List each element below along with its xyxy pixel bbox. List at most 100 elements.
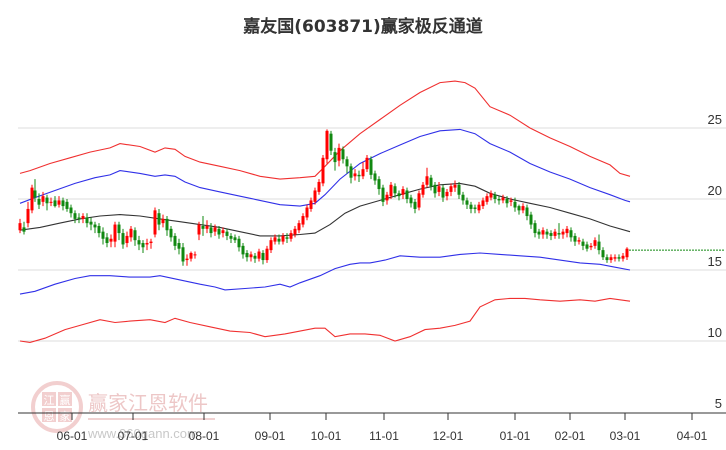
candle xyxy=(485,193,489,205)
candle xyxy=(57,196,61,208)
candle xyxy=(265,245,269,263)
candle xyxy=(145,238,149,251)
candle xyxy=(61,197,65,211)
x-tick-label: 03-01 xyxy=(610,429,641,443)
candle xyxy=(361,162,365,180)
band-upper_outer xyxy=(19,80,631,180)
candle xyxy=(469,201,473,214)
candle xyxy=(277,234,281,245)
candle xyxy=(617,254,621,262)
candle xyxy=(97,223,101,238)
candle xyxy=(445,189,449,201)
candle xyxy=(505,196,509,208)
candle xyxy=(41,191,45,207)
candle xyxy=(565,225,569,238)
watermark-logo-icon: 江 赢 恩 家 xyxy=(31,381,83,433)
candle xyxy=(185,254,189,266)
candle xyxy=(165,216,169,236)
candle xyxy=(393,183,397,198)
candle xyxy=(501,194,505,204)
svg-text:赢: 赢 xyxy=(60,393,71,407)
candle xyxy=(329,130,333,155)
x-tick-label: 02-01 xyxy=(555,429,586,443)
y-tick-label: 5 xyxy=(715,396,722,411)
candle xyxy=(537,228,541,239)
candle xyxy=(26,201,30,228)
candle xyxy=(401,186,405,199)
y-tick-label: 20 xyxy=(708,183,722,198)
candle xyxy=(437,181,441,197)
x-tick-label: 04-01 xyxy=(677,429,708,443)
candle xyxy=(201,216,205,236)
candle xyxy=(317,179,321,195)
candle xyxy=(117,221,121,241)
candle xyxy=(73,210,77,224)
candle xyxy=(269,237,273,253)
candle xyxy=(18,218,22,234)
candle xyxy=(461,191,465,205)
candle xyxy=(433,181,437,198)
candle xyxy=(573,233,577,246)
candle xyxy=(477,201,481,214)
candle xyxy=(133,227,137,246)
candle xyxy=(53,196,57,208)
candle xyxy=(113,221,117,248)
candle xyxy=(585,241,589,252)
candle xyxy=(109,234,113,248)
candle xyxy=(245,250,249,262)
candle xyxy=(337,143,341,167)
candle xyxy=(301,213,305,228)
candle xyxy=(285,233,289,244)
candle xyxy=(197,221,201,241)
svg-text:家: 家 xyxy=(60,409,71,423)
candle xyxy=(365,154,369,173)
candle xyxy=(577,237,581,245)
candle xyxy=(325,129,329,164)
candle xyxy=(597,234,601,255)
candle xyxy=(321,154,325,187)
y-grid: 5 10 15 20 25 xyxy=(18,112,726,411)
x-tick-label: 09-01 xyxy=(255,429,286,443)
watermark: 江 赢 恩 家 赢家江恩软件 www.360gann.com xyxy=(31,381,215,441)
candle xyxy=(497,196,501,205)
band-middle xyxy=(19,182,631,237)
candle xyxy=(217,225,221,239)
watermark-url: www.360gann.com xyxy=(87,426,198,441)
x-axis: 06-01 07-01 08-01 09-01 10-01 11-01 12-01 01-01… xyxy=(18,412,726,443)
candle xyxy=(441,184,445,202)
candle xyxy=(101,227,105,245)
candle xyxy=(30,184,34,214)
candle xyxy=(405,187,409,204)
candle xyxy=(313,187,317,205)
candle xyxy=(85,213,89,228)
candle xyxy=(609,254,613,263)
candle xyxy=(69,204,73,218)
candle xyxy=(273,234,277,245)
candle xyxy=(309,197,313,212)
candle xyxy=(181,243,185,266)
candle xyxy=(449,183,453,197)
candle xyxy=(545,228,549,239)
candle xyxy=(341,146,345,164)
x-tick-label: 10-01 xyxy=(311,429,342,443)
candle xyxy=(261,250,265,265)
candle xyxy=(549,230,553,241)
svg-text:江: 江 xyxy=(44,394,55,407)
candle xyxy=(465,197,469,209)
candle xyxy=(473,204,477,214)
candle xyxy=(417,190,421,211)
candle xyxy=(509,197,513,207)
candle xyxy=(493,191,497,204)
band-upper_inner xyxy=(19,128,631,207)
candle xyxy=(589,243,593,251)
candle xyxy=(137,235,141,251)
candle xyxy=(22,221,26,235)
channel-bands xyxy=(19,80,631,343)
candle xyxy=(385,191,389,205)
candle xyxy=(481,197,485,209)
candle xyxy=(33,179,37,202)
candle xyxy=(293,225,297,238)
candle xyxy=(81,213,85,224)
candle xyxy=(561,228,565,239)
candle xyxy=(409,194,413,208)
